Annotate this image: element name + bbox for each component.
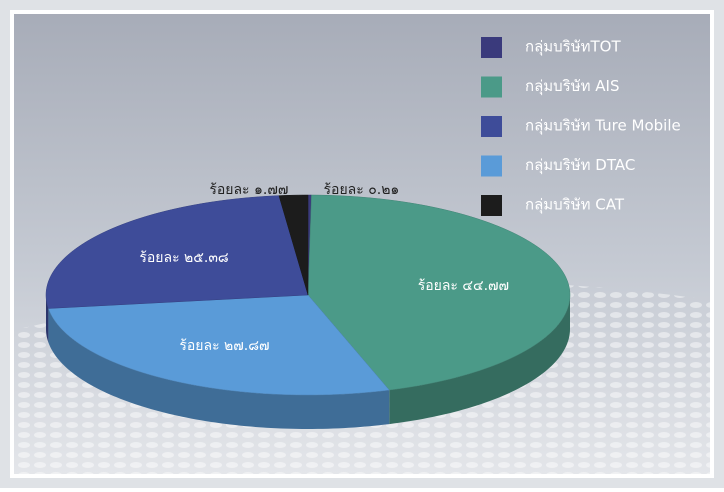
data-label: ร้อยละ ๔๔.๗๗ (418, 278, 509, 294)
data-label: ร้อยละ ๒๕.๓๘ (139, 250, 228, 266)
slice (307, 194, 571, 391)
legend-label: กลุ่มบริษัท CAT (525, 196, 625, 215)
slice (48, 294, 390, 396)
data-label: ร้อยละ ๒๗.๘๗ (179, 338, 269, 354)
legend-swatch (481, 116, 502, 137)
legend: กลุ่มบริษัทTOT กลุ่มบริษัท AIS กลุ่มบริษัท… (481, 37, 681, 216)
legend-swatch (481, 155, 502, 177)
legend-swatch (481, 195, 502, 216)
slice-side (48, 308, 390, 429)
legend-label: กลุ่มบริษัท Ture Mobile (525, 117, 681, 136)
data-label: ร้อยละ ๑.๗๗ (209, 182, 288, 198)
slice (278, 194, 309, 296)
legend-swatch (481, 76, 502, 98)
legend-label: กลุ่มบริษัทTOT (525, 38, 621, 57)
pie: ร้อยละ ๐.๒๑ร้อยละ ๔๔.๗๗ร้อยละ ๒๗.๘๗ ร้อยล… (45, 182, 571, 429)
legend-swatch (481, 37, 502, 58)
data-label: ร้อยละ ๐.๒๑ (324, 182, 400, 198)
legend-label: กลุ่มบริษัท DTAC (525, 156, 635, 175)
legend-label: กลุ่มบริษัท AIS (525, 77, 620, 96)
slice-side (389, 295, 570, 425)
slice (45, 195, 309, 309)
